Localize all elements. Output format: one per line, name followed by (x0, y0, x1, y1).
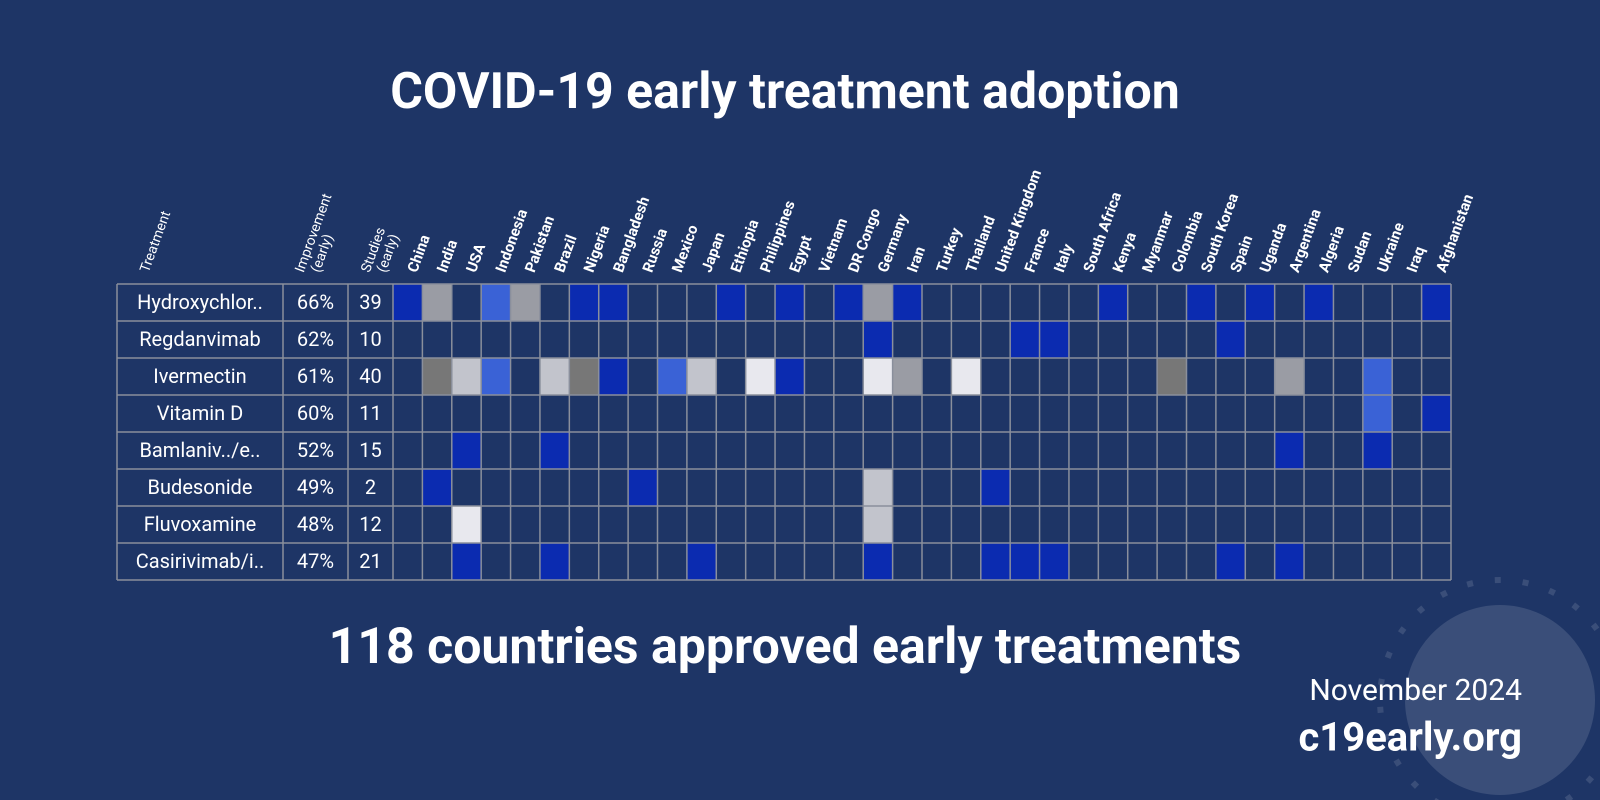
adoption-cell (481, 284, 511, 321)
virus-decoration (1377, 577, 1600, 800)
adoption-cell (1362, 395, 1393, 432)
improvement: 66% (297, 290, 334, 314)
adoption-cell (1274, 358, 1305, 395)
adoption-cell (980, 469, 1011, 506)
adoption-cell (569, 358, 599, 395)
improvement: 47% (297, 549, 334, 573)
adoption-cell (657, 358, 687, 395)
treatment-name: Hydroxychlor.. (137, 290, 263, 314)
studies: 10 (359, 327, 381, 351)
adoption-cell (863, 321, 893, 358)
adoption-cell (539, 358, 570, 395)
adoption-cell (598, 358, 629, 395)
adoption-cell (863, 469, 893, 506)
adoption-cell (1010, 321, 1040, 358)
studies: 39 (359, 290, 381, 314)
adoption-cell (451, 543, 482, 580)
improvement: 62% (297, 327, 334, 351)
adoption-cell (1157, 358, 1187, 395)
adoption-cell (863, 506, 893, 543)
studies: 11 (359, 401, 381, 425)
adoption-cell (393, 284, 423, 321)
studies: 15 (359, 438, 381, 462)
adoption-cell (422, 284, 452, 321)
adoption-cell (863, 358, 893, 395)
adoption-cell (833, 284, 864, 321)
adoption-cell (628, 469, 658, 506)
adoption-cell (1362, 358, 1393, 395)
adoption-cell (892, 284, 922, 321)
date: November 2024 (1309, 673, 1522, 708)
studies: 40 (359, 364, 381, 388)
adoption-cell (1215, 543, 1246, 580)
treatment-name: Vitamin D (157, 401, 244, 425)
treatment-name: Casirivimab/i.. (136, 549, 265, 573)
adoption-cell (569, 284, 599, 321)
adoption-cell (951, 358, 981, 395)
site: c19early.org (1298, 714, 1522, 761)
adoption-cell (775, 284, 805, 321)
improvement: 48% (297, 512, 334, 536)
adoption-cell (1098, 284, 1128, 321)
title: COVID-19 early treatment adoption (390, 63, 1180, 121)
adoption-cell (1304, 284, 1334, 321)
improvement: 49% (297, 475, 334, 499)
adoption-cell (451, 506, 482, 543)
adoption-cell (451, 432, 482, 469)
adoption-cell (775, 358, 805, 395)
adoption-cell (863, 284, 893, 321)
headline: 118 countries approved early treatments (329, 618, 1242, 676)
adoption-cell (1274, 432, 1305, 469)
adoption-cell (716, 284, 746, 321)
improvement: 60% (297, 401, 334, 425)
adoption-cell (539, 432, 570, 469)
adoption-cell (686, 543, 717, 580)
adoption-cell (481, 358, 511, 395)
studies: 21 (359, 549, 381, 573)
adoption-cell (1186, 284, 1216, 321)
treatment-name: Regdanvimab (139, 327, 261, 351)
treatment-name: Bamlaniv../e.. (139, 438, 260, 462)
studies: 12 (359, 512, 381, 536)
adoption-cell (422, 469, 452, 506)
adoption-cell (1245, 284, 1275, 321)
adoption-cell (1274, 543, 1305, 580)
adoption-cell (892, 358, 922, 395)
improvement: 52% (297, 438, 334, 462)
adoption-cell (1421, 395, 1451, 432)
adoption-cell (1010, 543, 1040, 580)
adoption-cell (1039, 543, 1069, 580)
adoption-cell (510, 284, 540, 321)
adoption-cell (863, 543, 893, 580)
treatment-name: Ivermectin (153, 364, 246, 388)
improvement: 61% (297, 364, 334, 388)
adoption-cell (422, 358, 452, 395)
treatment-name: Budesonide (148, 475, 253, 499)
adoption-cell (1215, 321, 1246, 358)
studies: 2 (365, 475, 376, 499)
adoption-cell (745, 358, 776, 395)
adoption-cell (686, 358, 717, 395)
treatment-name: Fluvoxamine (144, 512, 257, 536)
adoption-cell (451, 358, 482, 395)
adoption-cell (598, 284, 629, 321)
adoption-cell (1421, 284, 1451, 321)
adoption-cell (1039, 321, 1069, 358)
adoption-cell (980, 543, 1011, 580)
adoption-cell (539, 543, 570, 580)
adoption-cell (1362, 432, 1393, 469)
